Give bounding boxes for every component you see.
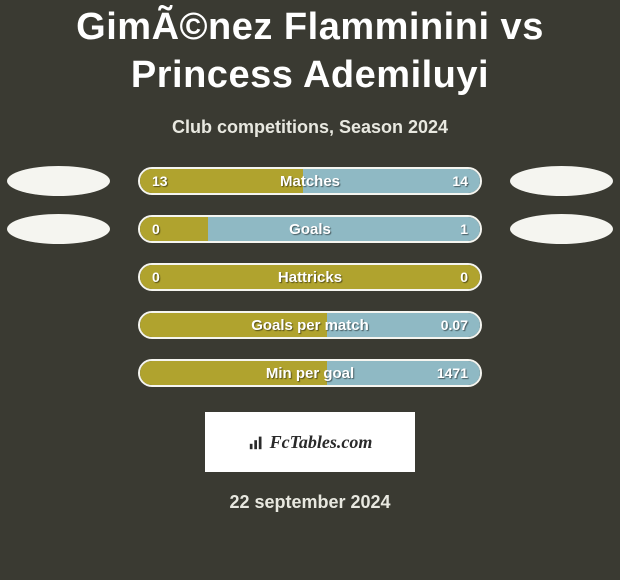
stat-bar: 0.07Goals per match	[138, 311, 482, 339]
stat-row: 0.07Goals per match	[0, 310, 620, 340]
player-right-pill	[510, 166, 613, 196]
stat-label: Goals	[140, 217, 480, 241]
stat-row: 1471Min per goal	[0, 358, 620, 388]
stat-bar: 01Goals	[138, 215, 482, 243]
stat-row: 00Hattricks	[0, 262, 620, 292]
stat-label: Min per goal	[140, 361, 480, 385]
player-left-pill	[7, 214, 110, 244]
logo-text: FcTables.com	[270, 432, 373, 453]
stat-bar: 1471Min per goal	[138, 359, 482, 387]
subtitle: Club competitions, Season 2024	[0, 117, 620, 138]
stat-row: 1314Matches	[0, 166, 620, 196]
stat-row: 01Goals	[0, 214, 620, 244]
stat-label: Hattricks	[140, 265, 480, 289]
stat-label: Goals per match	[140, 313, 480, 337]
stat-bar: 1314Matches	[138, 167, 482, 195]
bar-chart-icon	[248, 433, 266, 451]
logo-box: FcTables.com	[205, 412, 415, 472]
page-title: GimÃ©nez Flamminini vs Princess Ademiluy…	[0, 4, 620, 99]
stat-bar: 00Hattricks	[138, 263, 482, 291]
stat-label: Matches	[140, 169, 480, 193]
date-text: 22 september 2024	[0, 492, 620, 513]
stat-rows: 1314Matches 01Goals 00Hattricks 0.07Goals p…	[0, 166, 620, 388]
player-right-pill	[510, 214, 613, 244]
player-left-pill	[7, 166, 110, 196]
comparison-card: GimÃ©nez Flamminini vs Princess Ademiluy…	[0, 0, 620, 513]
